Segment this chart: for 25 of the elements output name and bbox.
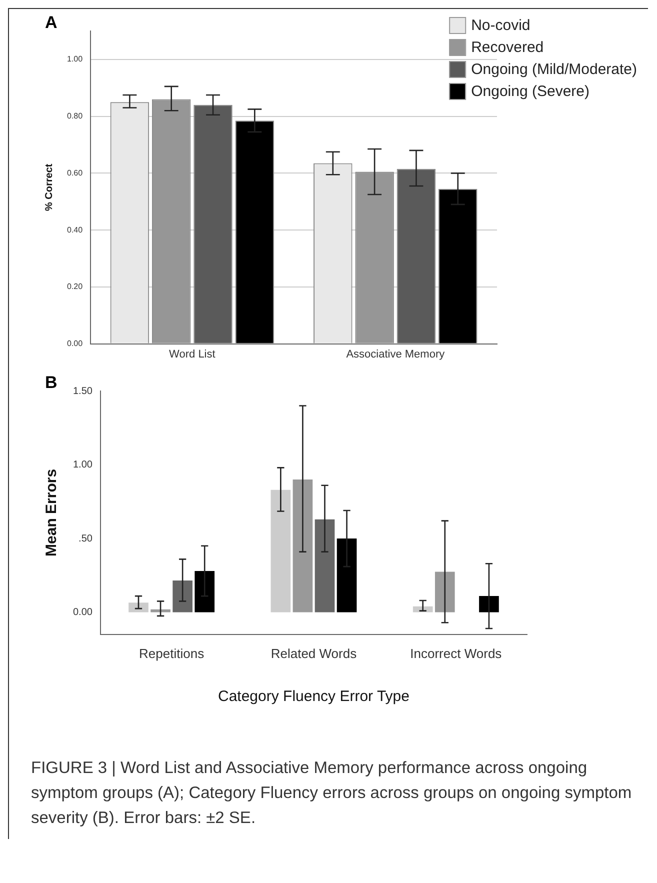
x-axis-title: Category Fluency Error Type bbox=[218, 688, 410, 706]
y-tick-label: 0.00 bbox=[72, 607, 93, 618]
x-tick-label: Word List bbox=[169, 348, 216, 360]
y-tick-label: 0.40 bbox=[66, 225, 84, 234]
y-tick-label: .50 bbox=[78, 533, 93, 544]
x-tick-label: Incorrect Words bbox=[410, 646, 502, 661]
y-axis-title: % Correct bbox=[44, 163, 55, 212]
y-tick-label: 0.80 bbox=[66, 112, 84, 121]
caption: FIGURE 3 | Word List and Associative Memory performance across ongoing symptom groups (A); Category Fluency errors across groups on ongoing symptom severity (B). Error bars: ±2 SE. bbox=[30, 758, 633, 829]
legend-label: Recovered bbox=[471, 39, 544, 56]
y-tick-label: 1.50 bbox=[72, 386, 93, 397]
legend-label: Ongoing (Mild/Moderate) bbox=[471, 61, 638, 78]
text: B bbox=[45, 373, 58, 392]
y-tick-label: 0.00 bbox=[66, 339, 84, 348]
x-tick-label: Repetitions bbox=[139, 646, 205, 661]
y-tick-label: 1.00 bbox=[72, 460, 93, 471]
text: A bbox=[45, 13, 58, 32]
y-tick-label: 1.00 bbox=[66, 54, 84, 64]
legend-label: No-covid bbox=[471, 17, 530, 34]
y-axis-title: Mean Errors bbox=[43, 468, 60, 556]
x-tick-label: Associative Memory bbox=[346, 348, 446, 360]
y-tick-label: 0.20 bbox=[66, 282, 84, 292]
legend-label: Ongoing (Severe) bbox=[471, 83, 590, 100]
x-tick-label: Related Words bbox=[270, 646, 358, 661]
y-tick-label: 0.60 bbox=[66, 168, 84, 178]
